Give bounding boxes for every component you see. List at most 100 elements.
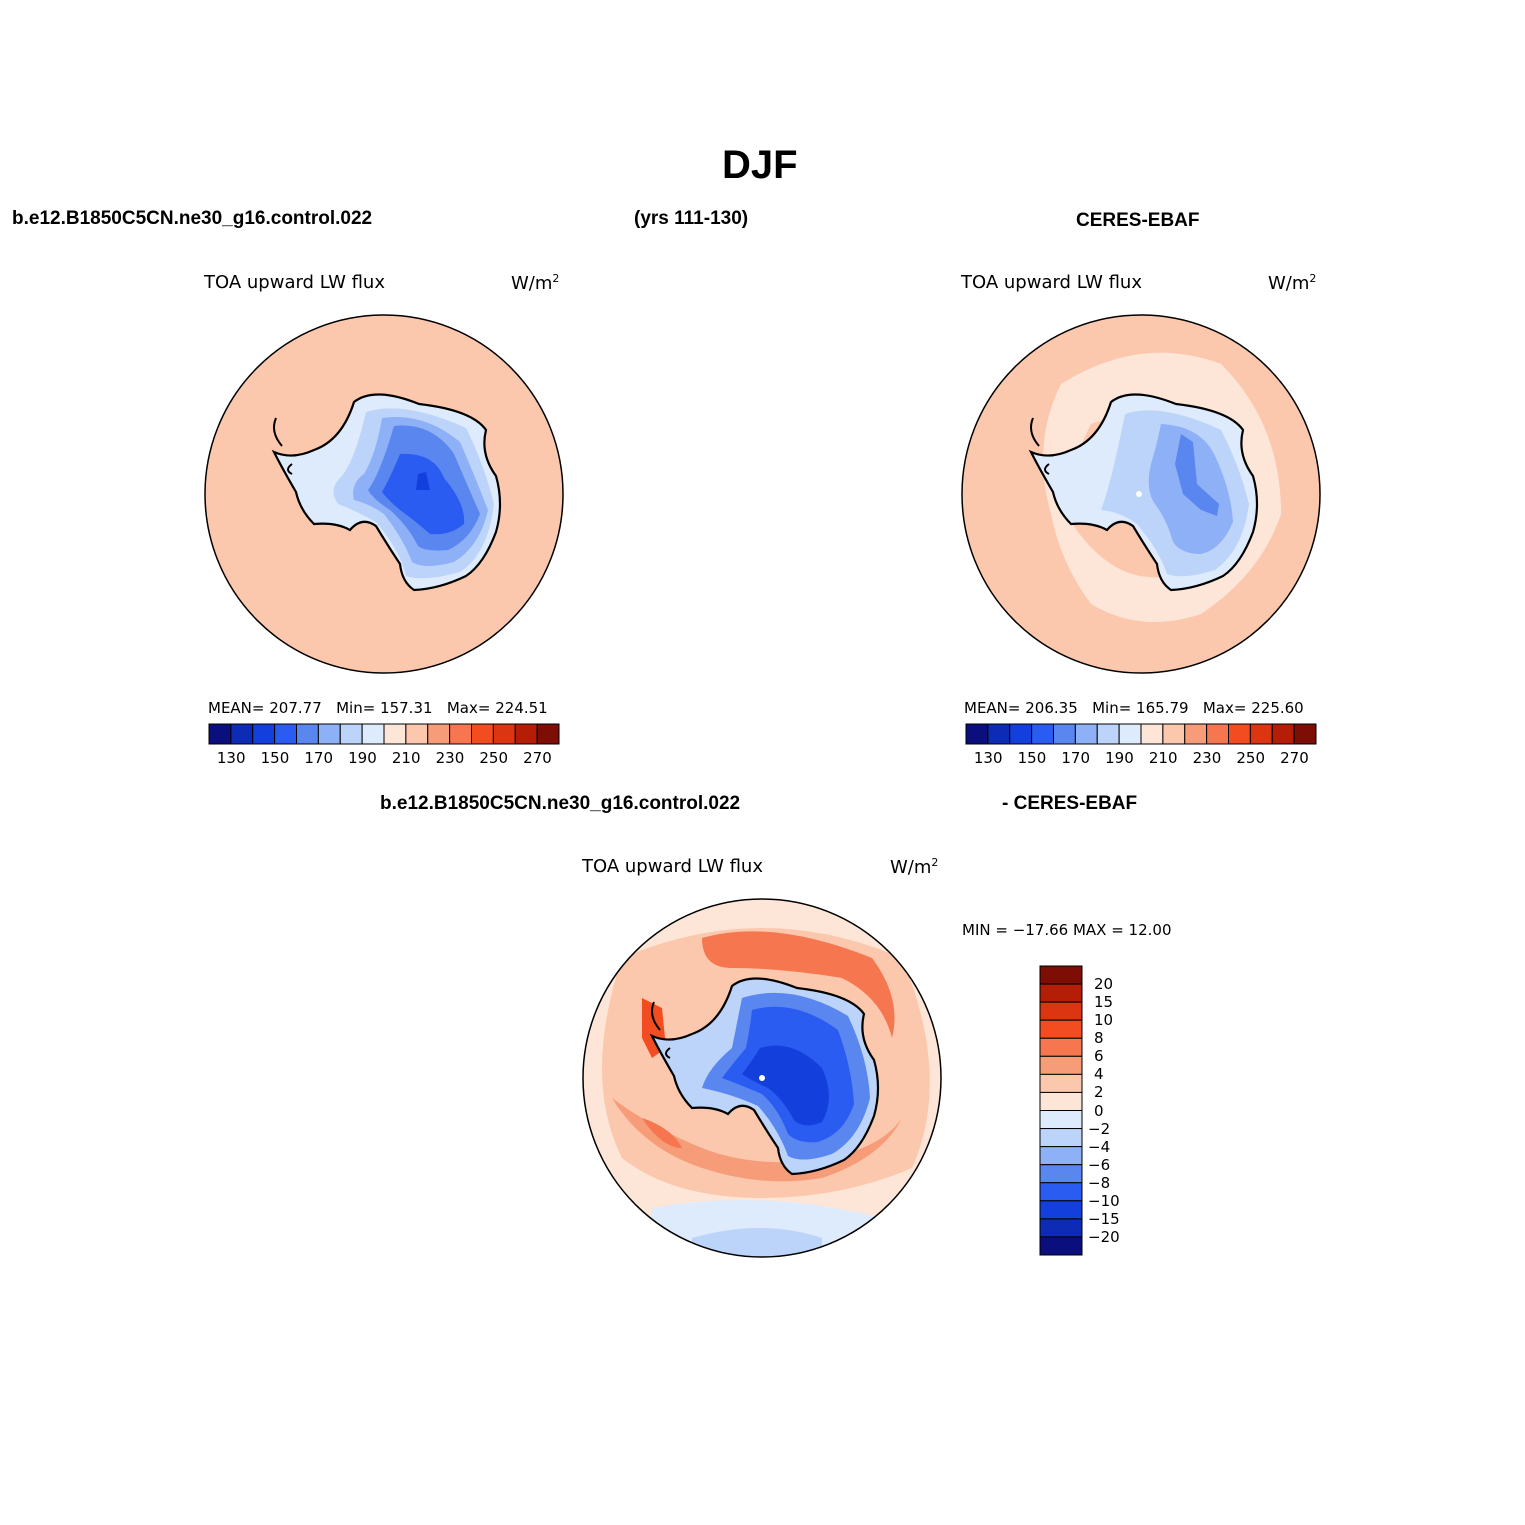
colorbar-label: 20 [1094,975,1114,994]
colorbar-box [1039,1037,1083,1057]
obs-colorbar [965,723,1317,745]
colorbar-box [252,723,276,745]
colorbar-box [1140,723,1164,745]
colorbar-label: 0 [1094,1101,1104,1120]
colorbar-box [1074,723,1098,745]
diff-variable-label: TOA upward LW flux [582,856,763,877]
model-stats: MEAN= 207.77 Min= 157.31 Max= 224.51 [208,699,548,717]
colorbar-label: −6 [1088,1155,1111,1174]
colorbar-label: −10 [1088,1191,1120,1210]
colorbar-label: 10 [1094,1011,1114,1030]
colorbar-box [1039,1236,1083,1256]
colorbar-box [339,723,363,745]
pole-marker [759,1075,765,1081]
main-title: DJF [722,143,798,187]
colorbar-box [1039,1218,1083,1238]
coastline [649,977,880,1176]
model-colorbar [208,723,560,745]
colorbar-box [1039,1091,1083,1111]
colorbar-box [208,723,232,745]
colorbar-box [1053,723,1076,745]
colorbar-label: 2 [1094,1083,1104,1102]
cool-patch-south [692,1228,822,1257]
colorbar-label: 130 [973,749,1003,767]
colorbar-label: −4 [1088,1137,1111,1156]
colorbar-label: 190 [1105,749,1134,767]
colorbar-box [1039,1055,1083,1075]
colorbar-label: 6 [1094,1047,1104,1066]
island-coast [287,463,293,475]
colorbar-box [1031,723,1054,745]
colorbar-label: 150 [1017,749,1047,767]
colorbar-box [1039,1182,1083,1202]
colorbar-label: −20 [1088,1227,1120,1246]
colorbar-box [1039,1073,1083,1093]
map-boundary [582,898,942,1258]
model-polar-map [204,314,564,674]
colorbar-box [536,723,560,745]
diff-polar-map [582,898,942,1258]
colorbar-box [1039,1128,1083,1148]
colorbar-box [274,723,297,745]
colorbar-box [361,723,385,745]
colorbar-label: −2 [1088,1119,1111,1138]
island-coast [1044,463,1050,475]
colorbar-label: 270 [1280,749,1309,767]
map-boundary [204,314,564,674]
colorbar-label: 250 [1236,749,1266,767]
colorbar-box [317,723,341,745]
diff-minmax: MIN = −17.66 MAX = 12.00 [962,921,1172,939]
colorbar-label: 170 [1061,749,1091,767]
colorbar-label: 150 [260,749,290,767]
colorbar-box [1118,723,1142,745]
colorbar-label: 210 [1148,749,1178,767]
obs-stats: MEAN= 206.35 Min= 165.79 Max= 225.60 [964,699,1304,717]
colorbar-box [296,723,319,745]
island-coast [665,1047,671,1059]
diff-obs-label: - CERES-EBAF [1002,793,1138,814]
diff-model-label: b.e12.B1850C5CN.ne30_g16.control.022 [380,793,741,814]
colorbar-label: 130 [216,749,246,767]
colorbar-box [987,723,1011,745]
years-label: (yrs 111-130) [634,208,749,229]
colorbar-box [1293,723,1317,745]
colorbar-box [1039,1110,1083,1130]
colorbar-box [1039,1146,1083,1166]
colorbar-box [1162,723,1186,745]
ice-level-6 [416,472,430,490]
model-variable-label: TOA upward LW flux [204,272,385,293]
colorbar-box [1039,1019,1083,1039]
map-boundary [961,314,1321,674]
obs-variable-label: TOA upward LW flux [961,272,1142,293]
colorbar-box [1096,723,1120,745]
model-units-label: W/m2 [511,272,560,294]
neg-level-3 [742,1045,829,1126]
colorbar-box [1039,965,1083,985]
colorbar-box [965,723,989,745]
colorbar-box [1249,723,1273,745]
colorbar-box [449,723,472,745]
diff-units-label: W/m2 [890,856,939,878]
colorbar-box [1184,723,1208,745]
colorbar-box [1039,1001,1083,1021]
colorbar-label: 190 [348,749,377,767]
colorbar-box [1228,723,1251,745]
colorbar-box [1039,983,1083,1003]
obs-case-label: CERES-EBAF [1076,210,1200,231]
colorbar-box [492,723,516,745]
colorbar-label: 250 [479,749,509,767]
peninsula-coast [273,417,283,447]
colorbar-box [1039,1200,1083,1220]
colorbar-label: −15 [1088,1209,1120,1228]
model-case-label: b.e12.B1850C5CN.ne30_g16.control.022 [12,208,373,229]
coastline [271,393,502,592]
colorbar-label: 210 [391,749,421,767]
colorbar-label: 4 [1094,1065,1104,1084]
colorbar-box [471,723,494,745]
colorbar-box [514,723,538,745]
obs-polar-map [961,314,1321,674]
peninsula-coast [651,1001,661,1031]
ice-level-4 [1175,434,1219,516]
colorbar-box [383,723,407,745]
colorbar-box [427,723,451,745]
